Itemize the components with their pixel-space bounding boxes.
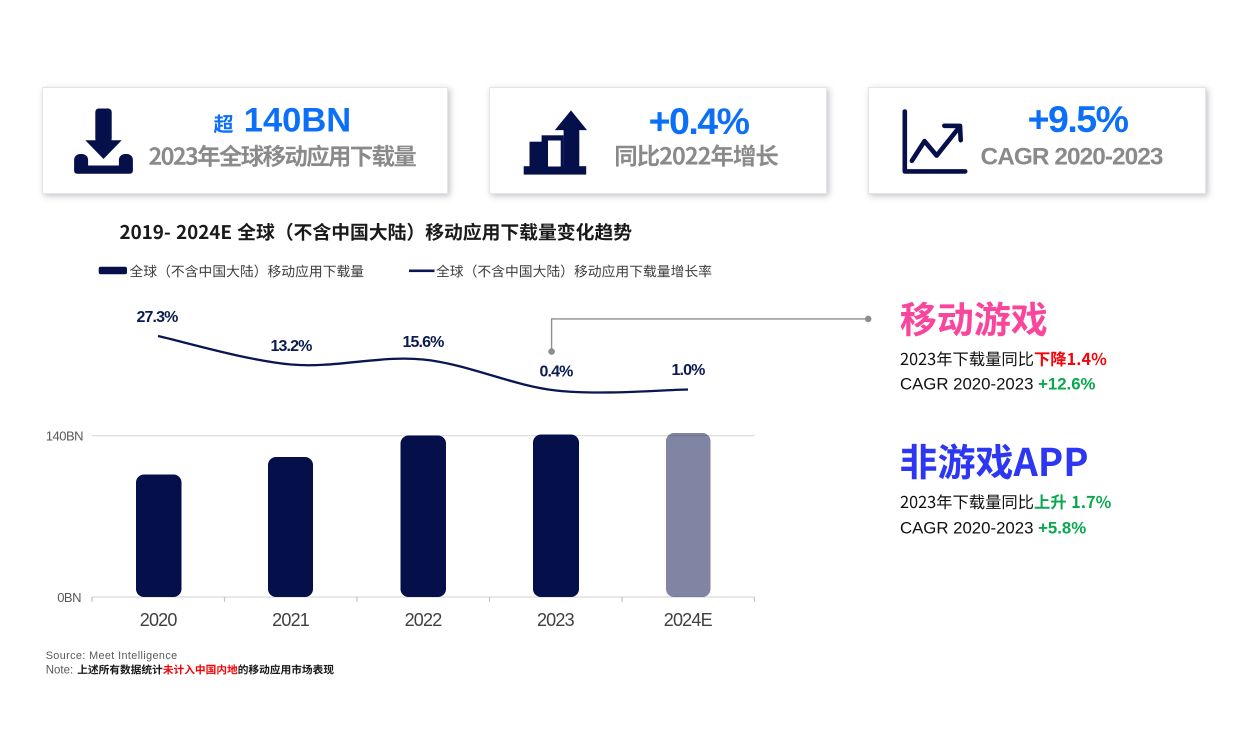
svg-text:0BN: 0BN xyxy=(57,590,81,605)
svg-text:Source: Meet Intelligence: Source: Meet Intelligence xyxy=(46,650,178,662)
svg-text:2023: 2023 xyxy=(537,610,575,630)
svg-text:2020: 2020 xyxy=(140,610,178,630)
svg-text:2022: 2022 xyxy=(405,610,443,630)
svg-text:27.3%: 27.3% xyxy=(136,309,178,326)
svg-text:0.4%: 0.4% xyxy=(539,364,573,381)
svg-text:13.2%: 13.2% xyxy=(270,338,312,355)
svg-text:CAGR 2020-2023: CAGR 2020-2023 xyxy=(981,144,1163,171)
svg-text:Note:: Note: xyxy=(46,665,73,677)
svg-text:2024E: 2024E xyxy=(664,610,713,630)
svg-text:2021: 2021 xyxy=(272,610,310,630)
svg-text:140BN: 140BN xyxy=(244,101,351,139)
svg-text:140BN: 140BN xyxy=(46,429,83,444)
svg-text:+0.4%: +0.4% xyxy=(649,100,750,142)
svg-text:CAGR 2020-2023 +5.8%: CAGR 2020-2023 +5.8% xyxy=(900,519,1086,538)
svg-text:1.0%: 1.0% xyxy=(671,362,705,379)
svg-text:15.6%: 15.6% xyxy=(402,334,444,351)
svg-text:+9.5%: +9.5% xyxy=(1028,98,1129,140)
svg-text:CAGR 2020-2023 +12.6%: CAGR 2020-2023 +12.6% xyxy=(900,375,1096,394)
